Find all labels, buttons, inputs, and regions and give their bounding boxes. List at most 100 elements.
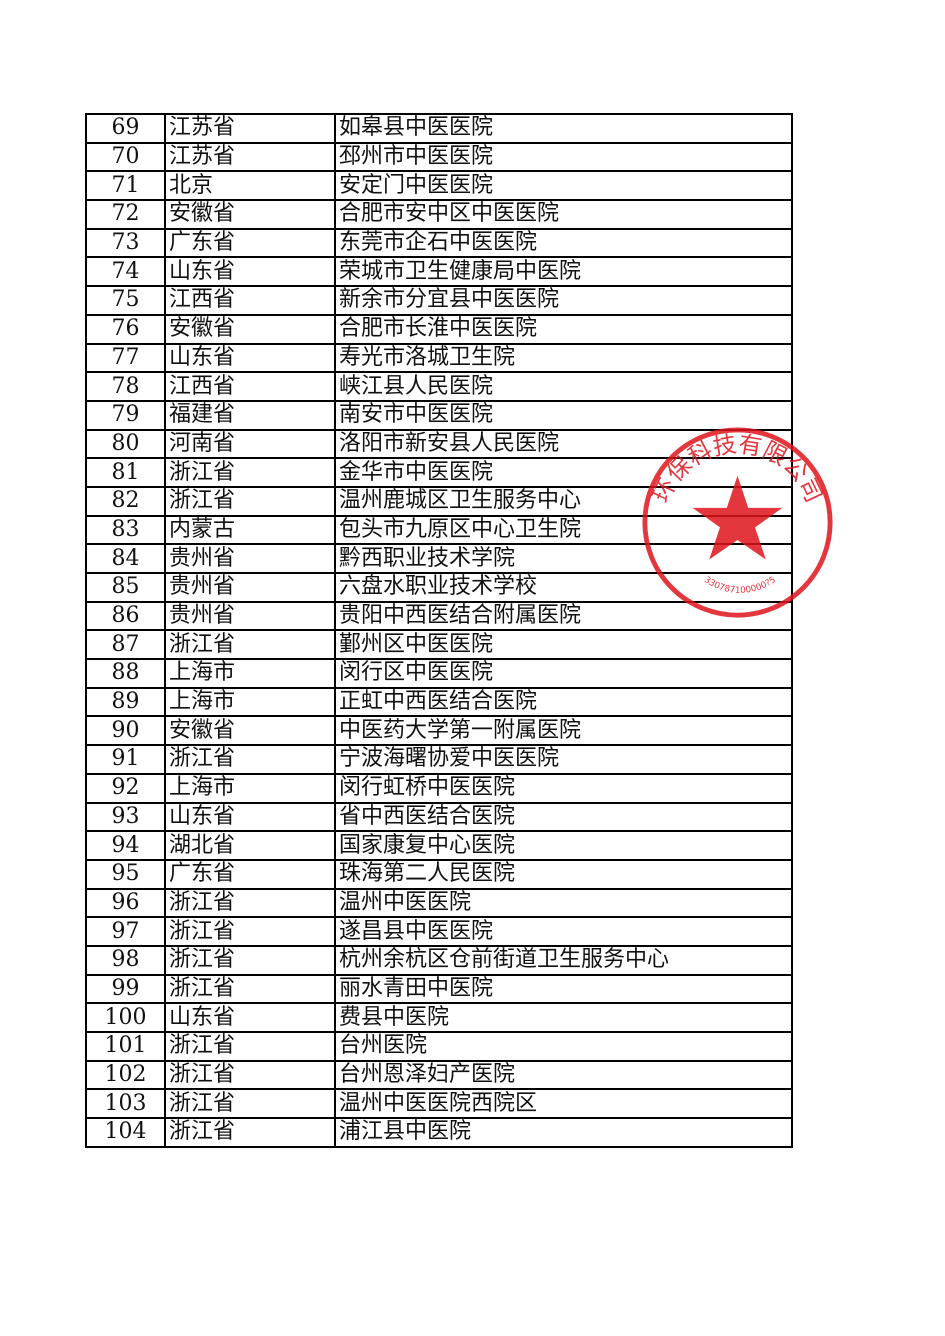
row-number: 71 [85,170,166,202]
province-cell: 浙江省 [164,887,336,919]
province-cell: 内蒙古 [164,514,336,546]
table-row: 87 浙江省 鄞州区中医医院 [85,629,793,661]
table-row: 80 河南省 洛阳市新安县人民医院 [85,428,793,460]
table-row: 85 贵州省 六盘水职业技术学校 [85,572,793,603]
row-number: 95 [85,858,166,890]
table-row: 91 浙江省 宁波海曙协爱中医医院 [85,744,793,775]
row-number: 74 [85,256,166,288]
table-row: 82 浙江省 温州鹿城区卫生服务中心 [85,485,793,517]
table-row: 103 浙江省 温州中医医院西院区 [85,1088,793,1120]
hospital-name-cell: 南安市中医医院 [334,399,793,431]
hospital-name-cell: 宁波海曙协爱中医医院 [334,744,793,775]
row-number: 76 [85,313,166,345]
province-cell: 浙江省 [164,744,336,775]
hospital-name-cell: 贵阳中西医结合附属医院 [334,600,793,632]
row-number: 100 [85,1002,166,1033]
province-cell: 浙江省 [164,1088,336,1120]
hospital-name-cell: 金华市中医医院 [334,457,793,488]
hospital-name-cell: 荣城市卫生健康局中医院 [334,256,793,288]
table-row: 98 浙江省 杭州余杭区仓前街道卫生服务中心 [85,944,793,976]
row-number: 79 [85,399,166,431]
hospital-table: 69 江苏省 如皋县中医医院 70 江苏省 邳州市中医医院 71 北京 安定门中医医院 72 安徽省… [85,113,793,1148]
table-row: 79 福建省 南安市中医医院 [85,399,793,431]
table-row: 97 浙江省 遂昌县中医医院 [85,916,793,947]
province-cell: 贵州省 [164,572,336,603]
province-cell: 浙江省 [164,1059,336,1091]
star-icon [692,475,783,560]
province-cell: 江西省 [164,371,336,402]
table-row: 94 湖北省 国家康复中心医院 [85,830,793,861]
hospital-name-cell: 丽水青田中医院 [334,973,793,1005]
row-number: 92 [85,772,166,804]
hospital-name-cell: 鄞州区中医医院 [334,629,793,661]
table-row: 101 浙江省 台州医院 [85,1031,793,1062]
table-row: 89 上海市 正虹中西医结合医院 [85,686,793,718]
province-cell: 福建省 [164,399,336,431]
svg-text:330787100000?5: 330787100000?5 [702,575,778,596]
table-row: 81 浙江省 金华市中医医院 [85,457,793,488]
province-cell: 河南省 [164,428,336,460]
row-number: 88 [85,658,166,689]
province-cell: 浙江省 [164,944,336,976]
row-number: 87 [85,629,166,661]
table-row: 78 江西省 峡江县人民医院 [85,371,793,402]
hospital-name-cell: 邳州市中医医院 [334,141,793,173]
hospital-name-cell: 如皋县中医医院 [334,113,793,144]
hospital-name-cell: 台州恩泽妇产医院 [334,1059,793,1091]
row-number: 73 [85,227,166,259]
hospital-name-cell: 温州中医医院西院区 [334,1088,793,1120]
hospital-name-cell: 闵行区中医医院 [334,658,793,689]
province-cell: 安徽省 [164,199,336,230]
hospital-name-cell: 浦江县中医院 [334,1117,793,1148]
row-number: 86 [85,600,166,632]
hospital-name-cell: 六盘水职业技术学校 [334,572,793,603]
hospital-name-cell: 省中西医结合医院 [334,801,793,833]
table-row: 104 浙江省 浦江县中医院 [85,1117,793,1148]
province-cell: 广东省 [164,858,336,890]
row-number: 80 [85,428,166,460]
province-cell: 安徽省 [164,715,336,747]
hospital-name-cell: 中医药大学第一附属医院 [334,715,793,747]
province-cell: 江苏省 [164,141,336,173]
hospital-name-cell: 合肥市长淮中医医院 [334,313,793,345]
hospital-name-cell: 新余市分宜县中医医院 [334,285,793,316]
row-number: 85 [85,572,166,603]
table-row: 100 山东省 费县中医院 [85,1002,793,1033]
table-row: 96 浙江省 温州中医医院 [85,887,793,919]
table-row: 69 江苏省 如皋县中医医院 [85,113,793,144]
province-cell: 浙江省 [164,973,336,1005]
row-number: 69 [85,113,166,144]
table-row: 70 江苏省 邳州市中医医院 [85,141,793,173]
table-row: 90 安徽省 中医药大学第一附属医院 [85,715,793,747]
hospital-name-cell: 东莞市企石中医医院 [334,227,793,259]
table-row: 102 浙江省 台州恩泽妇产医院 [85,1059,793,1091]
table-row: 93 山东省 省中西医结合医院 [85,801,793,833]
hospital-name-cell: 台州医院 [334,1031,793,1062]
seal-code: 330787100000?5 [702,575,778,596]
province-cell: 浙江省 [164,485,336,517]
hospital-name-cell: 遂昌县中医医院 [334,916,793,947]
table-row: 86 贵州省 贵阳中西医结合附属医院 [85,600,793,632]
hospital-name-cell: 杭州余杭区仓前街道卫生服务中心 [334,944,793,976]
province-cell: 广东省 [164,227,336,259]
row-number: 93 [85,801,166,833]
row-number: 81 [85,457,166,488]
table-row: 74 山东省 荣城市卫生健康局中医院 [85,256,793,288]
table-row: 88 上海市 闵行区中医医院 [85,658,793,689]
row-number: 82 [85,485,166,517]
row-number: 91 [85,744,166,775]
hospital-name-cell: 峡江县人民医院 [334,371,793,402]
company-seal: 环保科技有限公司 330787100000?5 [642,427,833,618]
hospital-name-cell: 国家康复中心医院 [334,830,793,861]
row-number: 104 [85,1117,166,1148]
province-cell: 贵州省 [164,543,336,574]
row-number: 89 [85,686,166,718]
row-number: 97 [85,916,166,947]
hospital-name-cell: 温州中医医院 [334,887,793,919]
province-cell: 安徽省 [164,313,336,345]
province-cell: 浙江省 [164,1031,336,1062]
table-row: 73 广东省 东莞市企石中医医院 [85,227,793,259]
row-number: 84 [85,543,166,574]
province-cell: 上海市 [164,686,336,718]
hospital-name-cell: 正虹中西医结合医院 [334,686,793,718]
